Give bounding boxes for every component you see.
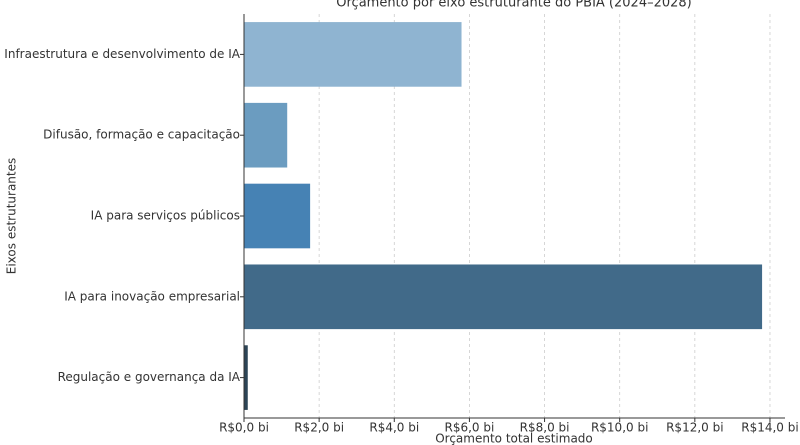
x-tick-label: R$2,0 bi: [294, 421, 344, 435]
bar: [244, 183, 311, 249]
bar: [244, 264, 763, 330]
y-tick-label: Regulação e governança da IA: [58, 370, 241, 384]
y-tick-label: Difusão, formação e capacitação: [43, 128, 240, 142]
x-tick-label: R$4,0 bi: [369, 421, 419, 435]
y-tick-label: IA para serviços públicos: [91, 209, 240, 223]
x-tick-label: R$12,0 bi: [666, 421, 723, 435]
bar: [244, 345, 248, 410]
y-axis-label: Eixos estruturantes: [5, 158, 19, 274]
y-tick-label: Infraestrutura e desenvolvimento de IA: [4, 47, 240, 61]
bar: [244, 102, 288, 168]
y-tick-label: IA para inovação empresarial: [64, 289, 240, 303]
bar: [244, 22, 462, 87]
x-tick-label: R$10,0 bi: [591, 421, 648, 435]
x-tick-label: R$6,0 bi: [445, 421, 495, 435]
x-tick-label: R$0,0 bi: [219, 421, 269, 435]
x-tick-label: R$14,0 bi: [741, 421, 798, 435]
x-axis-label: Orçamento total estimado: [435, 432, 593, 445]
x-tick-label: R$8,0 bi: [520, 421, 570, 435]
chart-title: Orçamento por eixo estruturante do PBIA …: [336, 0, 692, 11]
